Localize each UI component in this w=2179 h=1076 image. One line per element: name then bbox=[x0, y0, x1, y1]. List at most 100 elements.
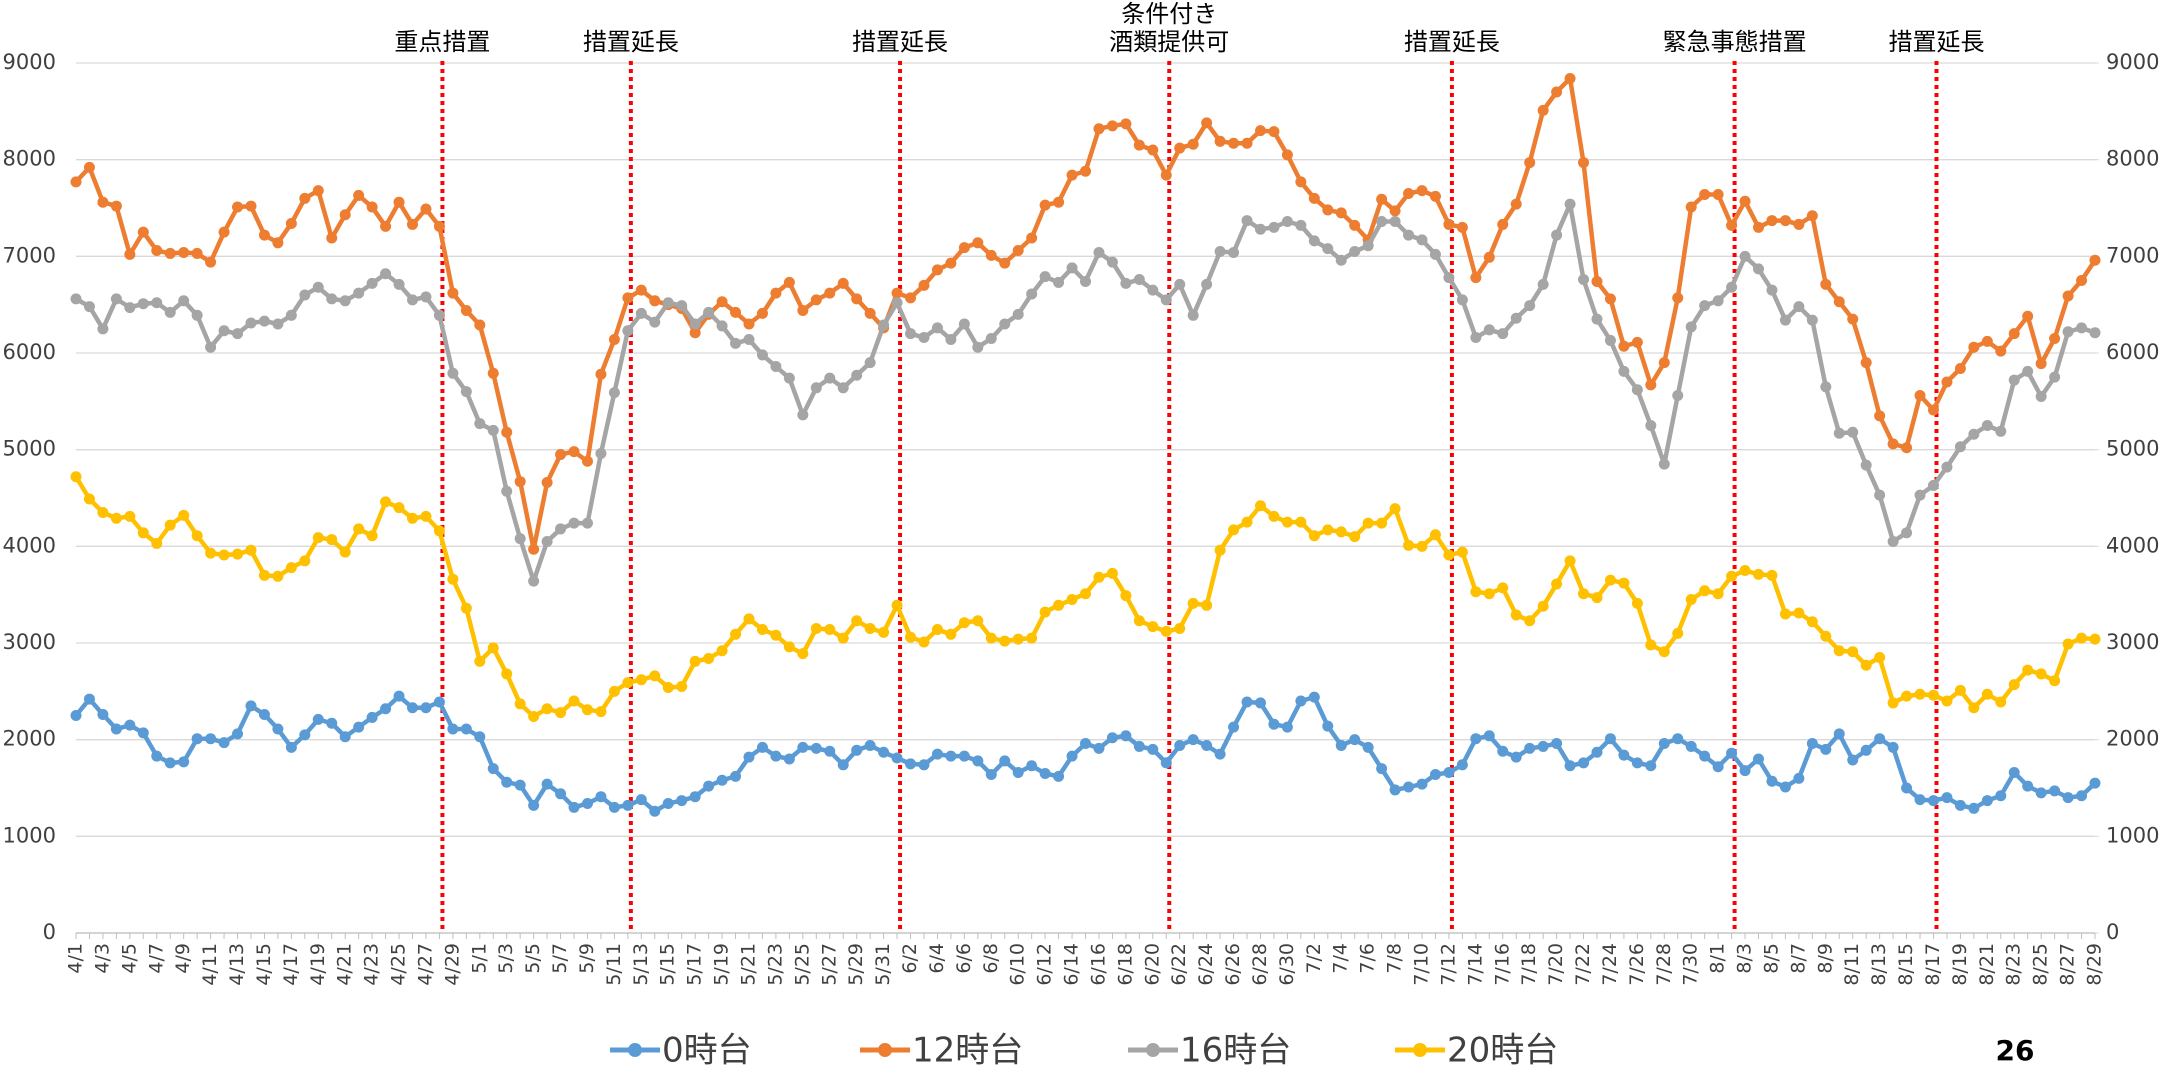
point bbox=[1578, 157, 1590, 169]
point bbox=[1268, 718, 1280, 730]
point bbox=[164, 306, 176, 318]
point bbox=[931, 623, 943, 635]
x-tick-label: 6/12 bbox=[1034, 943, 1056, 986]
point bbox=[1335, 207, 1347, 219]
x-tick-label: 4/3 bbox=[91, 943, 113, 974]
point bbox=[1820, 278, 1832, 290]
point bbox=[2022, 664, 2034, 676]
x-tick-label: 6/16 bbox=[1087, 943, 1109, 986]
x-tick-label: 4/17 bbox=[280, 943, 302, 986]
point bbox=[1214, 135, 1226, 147]
point bbox=[514, 698, 526, 710]
point bbox=[1497, 218, 1509, 230]
point bbox=[743, 333, 755, 345]
point bbox=[1012, 767, 1024, 779]
point bbox=[474, 418, 486, 430]
point bbox=[501, 426, 513, 438]
point bbox=[1066, 262, 1078, 274]
point bbox=[205, 256, 217, 268]
point bbox=[2076, 275, 2088, 286]
point bbox=[837, 759, 849, 771]
point bbox=[339, 209, 351, 221]
point bbox=[258, 315, 270, 327]
y-tick-label: 7000 bbox=[3, 243, 56, 267]
point bbox=[178, 246, 190, 258]
point bbox=[1766, 775, 1778, 787]
point bbox=[380, 496, 392, 508]
point bbox=[474, 731, 486, 743]
point bbox=[1308, 530, 1320, 542]
point bbox=[1779, 314, 1791, 326]
x-tick-label: 6/24 bbox=[1195, 943, 1217, 986]
point bbox=[945, 333, 957, 345]
x-tick-label: 4/25 bbox=[388, 943, 410, 986]
point bbox=[1093, 123, 1105, 135]
point bbox=[1147, 144, 1159, 156]
point bbox=[1066, 594, 1078, 605]
point bbox=[1133, 615, 1145, 627]
point bbox=[433, 696, 445, 708]
point bbox=[1322, 524, 1334, 536]
point bbox=[1510, 198, 1522, 210]
x-tick-label: 4/1 bbox=[65, 943, 87, 974]
x-tick-label: 5/7 bbox=[549, 943, 571, 974]
point bbox=[1201, 599, 1213, 611]
point bbox=[1214, 748, 1226, 760]
point bbox=[1564, 760, 1576, 772]
x-tick-label: 6/20 bbox=[1141, 943, 1163, 986]
point bbox=[1995, 790, 2007, 802]
x-tick-label: 5/23 bbox=[764, 943, 786, 986]
point bbox=[1847, 754, 1859, 766]
point bbox=[326, 717, 338, 729]
point bbox=[487, 424, 499, 436]
point bbox=[837, 277, 849, 289]
point bbox=[972, 615, 984, 627]
x-tick-label: 7/18 bbox=[1518, 943, 1540, 986]
point bbox=[1685, 201, 1697, 213]
point bbox=[1766, 284, 1778, 296]
point bbox=[2076, 790, 2088, 802]
point bbox=[716, 296, 728, 308]
point bbox=[2008, 328, 2020, 340]
point bbox=[1901, 690, 1913, 702]
x-tick-label: 6/2 bbox=[899, 943, 921, 974]
point bbox=[622, 677, 634, 689]
point bbox=[326, 232, 338, 244]
point bbox=[97, 323, 109, 335]
point bbox=[972, 237, 984, 249]
point bbox=[1066, 750, 1078, 762]
y2-tick-label: 1000 bbox=[2106, 823, 2159, 847]
point bbox=[1901, 442, 1913, 454]
point bbox=[568, 446, 580, 458]
point bbox=[326, 293, 338, 305]
point bbox=[1443, 218, 1455, 230]
point bbox=[245, 317, 257, 329]
point bbox=[1927, 689, 1939, 701]
point bbox=[205, 341, 217, 353]
point bbox=[810, 294, 822, 306]
point bbox=[380, 268, 392, 280]
point bbox=[1537, 600, 1549, 612]
point bbox=[1524, 615, 1536, 627]
point bbox=[245, 700, 257, 712]
point bbox=[662, 797, 674, 809]
point bbox=[1322, 204, 1334, 216]
point bbox=[783, 276, 795, 288]
legend-marker bbox=[628, 1043, 642, 1057]
point bbox=[1376, 216, 1388, 228]
point bbox=[420, 291, 432, 303]
point bbox=[864, 623, 876, 634]
legend-label: 20時台 bbox=[1447, 1031, 1558, 1071]
x-tick-label: 5/31 bbox=[872, 943, 894, 986]
point bbox=[110, 723, 122, 735]
point bbox=[1537, 278, 1549, 290]
point bbox=[662, 681, 674, 693]
point bbox=[1483, 324, 1495, 336]
point bbox=[1160, 625, 1172, 637]
point bbox=[999, 755, 1011, 767]
point bbox=[2022, 780, 2034, 792]
point bbox=[541, 536, 553, 547]
point bbox=[1106, 256, 1118, 268]
x-tick-label: 8/17 bbox=[1922, 943, 1944, 986]
point bbox=[285, 562, 297, 574]
